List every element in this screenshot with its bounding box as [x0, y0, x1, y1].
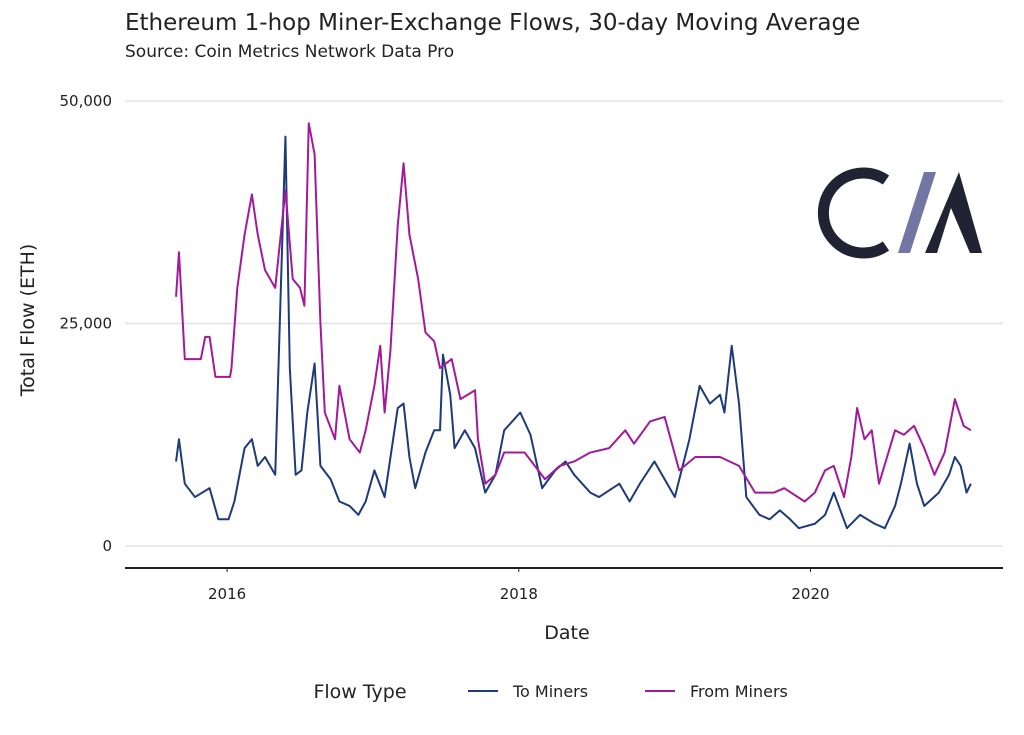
series-line — [175, 122, 972, 503]
legend: To Miners From Miners — [468, 682, 788, 701]
logo-m — [925, 172, 982, 253]
grid — [125, 100, 1003, 547]
x-tick-label: 2020 — [791, 585, 829, 603]
x-axis-label: Date — [544, 622, 589, 644]
legend-label: To Miners — [512, 682, 588, 701]
y-tick-label: 50,000 — [60, 92, 113, 110]
legend-label: From Miners — [690, 682, 788, 701]
x-tick-label: 2018 — [500, 585, 538, 603]
legend-title: Flow Type — [313, 681, 406, 703]
x-tick-label: 2016 — [208, 585, 246, 603]
logo-c — [817, 167, 890, 259]
plot-lines — [175, 122, 972, 530]
logo — [817, 167, 982, 259]
y-axis-label: Total Flow (ETH) — [17, 244, 39, 398]
series-line — [175, 135, 972, 530]
chart-subtitle: Source: Coin Metrics Network Data Pro — [125, 42, 454, 62]
chart-title: Ethereum 1-hop Miner-Exchange Flows, 30-… — [125, 10, 860, 36]
y-tick-label: 0 — [102, 537, 112, 555]
logo-slash — [898, 172, 936, 253]
y-tick-label: 25,000 — [60, 315, 113, 333]
